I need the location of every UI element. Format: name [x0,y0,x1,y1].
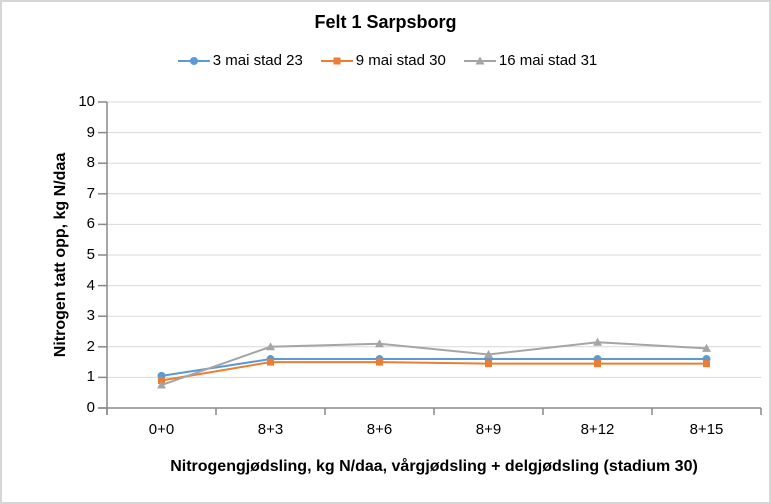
y-tick-label: 2 [86,337,95,355]
data-point-triangle-icon [593,337,602,346]
y-tick-label: 7 [86,184,95,202]
line-square-marker-icon [320,55,353,67]
series-line-3-mai-stad-23 [161,358,707,377]
chart-title: Felt 1 Sarpsborg [314,12,457,32]
y-tick-label: 1 [86,368,95,386]
x-tick-label: 0+0 [148,421,175,438]
data-point-square-icon [158,376,165,384]
data-point-square-icon [594,360,601,368]
y-tick-label: 3 [86,307,95,325]
data-point-triangle-icon [157,380,166,389]
x-tick-label: 8+3 [257,421,284,438]
y-tick-label: 4 [86,276,95,294]
y-tick-label: 0 [86,399,95,416]
legend-label: 3 mai stad 23 [212,52,303,69]
data-point-triangle-icon [266,342,275,351]
circle-marker-icon [189,56,198,65]
legend: 3 mai stad 23 9 mai stad 30 16 mai stad … [12,52,763,69]
x-tick-label: 8+12 [580,421,615,438]
legend-marker-svg [463,56,496,64]
y-tick-label: 9 [86,123,95,141]
y-tick-label: 10 [78,93,95,110]
series-line-9-mai-stad-30 [161,361,707,382]
x-axis-title: Nitrogengjødsling, kg N/daa, vårgjødslin… [170,458,698,475]
legend-label: 16 mai stad 31 [498,52,598,69]
legend-marker-svg [320,57,353,64]
data-point-square-icon [376,358,383,366]
data-point-triangle-icon [484,349,493,358]
series-line-16-mai-stad-31 [161,341,707,386]
x-tick-label: 8+15 [689,421,724,438]
square-marker-icon [333,57,341,64]
data-point-square-icon [703,360,710,368]
x-tick-label: 8+9 [475,421,502,438]
data-point-triangle-icon [375,339,384,348]
legend-marker-svg [177,56,210,65]
y-tick-label: 6 [86,215,95,233]
data-point-square-icon [267,358,274,366]
y-tick-label: 8 [86,154,95,172]
triangle-marker-icon [475,56,485,64]
legend-item-16-mai-stad-31: 16 mai stad 31 [463,52,598,69]
y-tick-label: 5 [86,246,95,263]
line-circle-marker-icon [177,55,210,67]
data-point-square-icon [485,360,492,368]
legend-label: 9 mai stad 30 [355,52,446,69]
x-tick-label: 8+6 [366,421,393,438]
data-point-triangle-icon [702,343,711,352]
line-triangle-marker-icon [463,55,496,67]
legend-item-9-mai-stad-30: 9 mai stad 30 [320,52,446,69]
legend-item-3-mai-stad-23: 3 mai stad 23 [177,52,303,69]
